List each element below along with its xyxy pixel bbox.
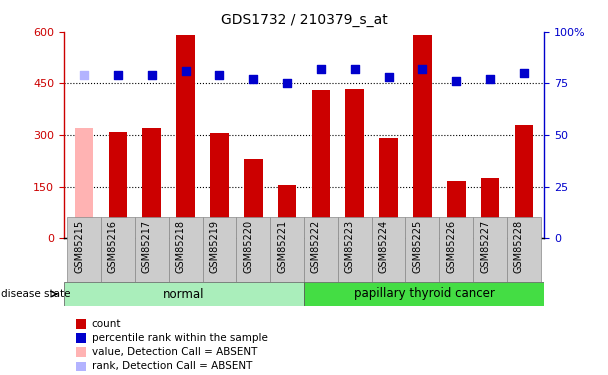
Bar	[447, 182, 466, 238]
Point	[181, 68, 190, 74]
Text: GSM85226: GSM85226	[446, 220, 456, 273]
Bar	[304, 282, 544, 306]
Point	[485, 76, 495, 82]
Text: percentile rank within the sample: percentile rank within the sample	[92, 333, 268, 343]
Bar	[514, 124, 533, 238]
Text: GSM85219: GSM85219	[209, 220, 219, 273]
Bar	[270, 217, 304, 282]
Bar	[338, 217, 371, 282]
Point	[113, 72, 123, 78]
Bar	[202, 217, 237, 282]
Text: GDS1732 / 210379_s_at: GDS1732 / 210379_s_at	[221, 13, 387, 27]
Text: GSM85225: GSM85225	[412, 220, 423, 273]
Point	[519, 70, 529, 76]
Bar	[75, 128, 94, 238]
Bar	[101, 217, 135, 282]
Text: GSM85228: GSM85228	[514, 220, 524, 273]
Bar	[67, 217, 101, 282]
Bar	[481, 178, 499, 238]
Bar	[379, 138, 398, 238]
Text: GSM85227: GSM85227	[480, 220, 490, 273]
Point	[215, 72, 224, 78]
Point	[249, 76, 258, 82]
Text: count: count	[92, 319, 122, 328]
Bar	[142, 128, 161, 238]
Text: GSM85221: GSM85221	[277, 220, 287, 273]
Bar	[345, 88, 364, 238]
Text: GSM85223: GSM85223	[345, 220, 354, 273]
Bar	[64, 282, 304, 306]
Point	[384, 74, 393, 80]
Point	[282, 81, 292, 87]
Text: GSM85218: GSM85218	[176, 220, 185, 273]
Text: GSM85220: GSM85220	[243, 220, 254, 273]
Point	[350, 66, 359, 72]
Point	[418, 66, 427, 72]
Point	[451, 78, 461, 84]
Text: disease state: disease state	[1, 289, 71, 299]
Bar	[278, 185, 296, 238]
Text: GSM85222: GSM85222	[311, 220, 321, 273]
Bar	[304, 217, 338, 282]
Bar	[176, 35, 195, 238]
Text: GSM85224: GSM85224	[379, 220, 389, 273]
Bar	[507, 217, 541, 282]
Text: GSM85216: GSM85216	[108, 220, 118, 273]
Bar	[440, 217, 473, 282]
Bar	[135, 217, 168, 282]
Bar	[237, 217, 270, 282]
Bar	[168, 217, 202, 282]
Bar	[210, 133, 229, 238]
Bar	[312, 90, 330, 238]
Point	[79, 72, 89, 78]
Text: GSM85217: GSM85217	[142, 220, 152, 273]
Text: rank, Detection Call = ABSENT: rank, Detection Call = ABSENT	[92, 362, 252, 371]
Text: papillary thyroid cancer: papillary thyroid cancer	[354, 288, 494, 300]
Bar	[371, 217, 406, 282]
Text: normal: normal	[163, 288, 205, 300]
Bar	[473, 217, 507, 282]
Bar	[406, 217, 440, 282]
Text: value, Detection Call = ABSENT: value, Detection Call = ABSENT	[92, 347, 257, 357]
Point	[316, 66, 326, 72]
Bar	[244, 159, 263, 238]
Bar	[109, 132, 127, 238]
Text: GSM85215: GSM85215	[74, 220, 84, 273]
Bar	[413, 35, 432, 238]
Point	[147, 72, 157, 78]
